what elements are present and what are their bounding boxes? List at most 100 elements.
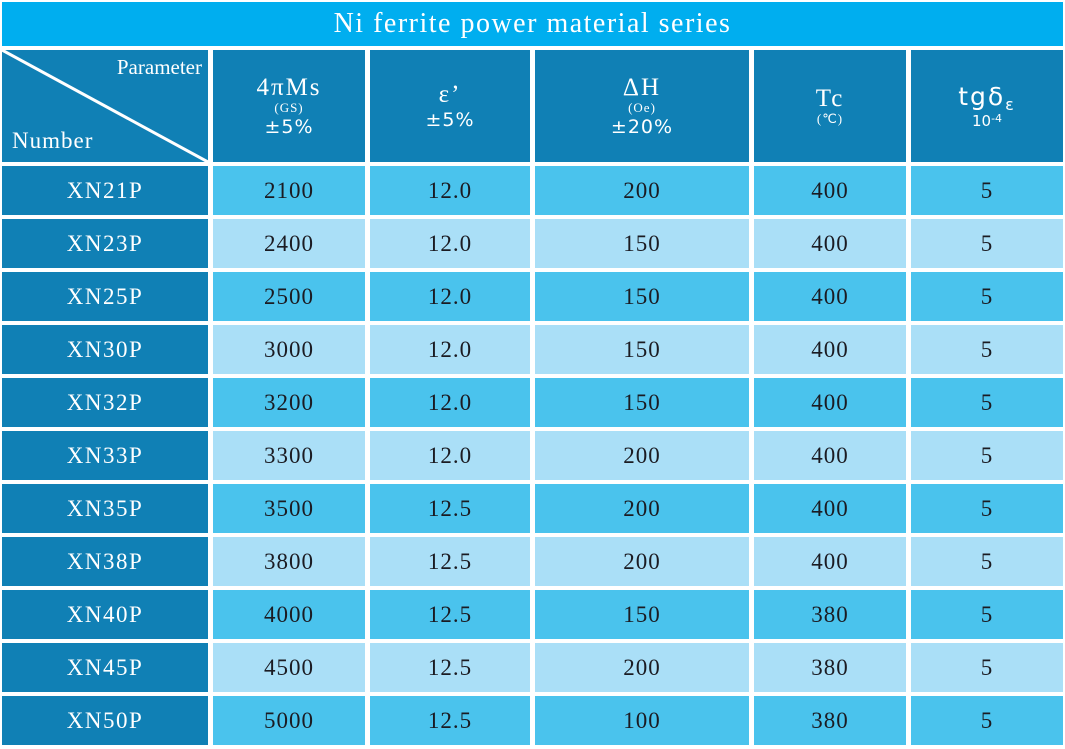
diagonal-divider [2, 50, 208, 162]
value-cell: 380 [754, 696, 906, 745]
header-unit-label: (℃) [816, 111, 844, 127]
table-row: XN33P 3300 12.0 200 400 5 [2, 431, 1063, 480]
header-tolerance-label: ±20% [610, 116, 674, 139]
row-number-cell: XN40P [2, 590, 208, 639]
value-cell: 400 [754, 537, 906, 586]
header-main-label: ε’ [438, 81, 462, 109]
row-number-cell: XN30P [2, 325, 208, 374]
row-number-cell: XN32P [2, 378, 208, 427]
value-cell: 4500 [213, 643, 365, 692]
corner-number-label: Number [12, 128, 94, 153]
table-row: XN32P 3200 12.0 150 400 5 [2, 378, 1063, 427]
value-cell: 2100 [213, 166, 365, 215]
value-cell: 5 [911, 484, 1063, 533]
row-number-cell: XN45P [2, 643, 208, 692]
value-cell: 380 [754, 590, 906, 639]
value-cell: 400 [754, 378, 906, 427]
value-cell: 5 [911, 643, 1063, 692]
column-header-4pims: 4πMs (GS) ±5% [213, 50, 365, 162]
value-cell: 3000 [213, 325, 365, 374]
value-cell: 150 [535, 378, 749, 427]
header-unit-label: (GS) [274, 100, 304, 116]
header-main-label: tgδε [958, 81, 1016, 114]
value-cell: 5 [911, 272, 1063, 321]
table-row: XN25P 2500 12.0 150 400 5 [2, 272, 1063, 321]
value-cell: 5 [911, 378, 1063, 427]
value-cell: 5 [911, 431, 1063, 480]
row-number-cell: XN23P [2, 219, 208, 268]
value-cell: 12.5 [370, 537, 530, 586]
value-cell: 12.5 [370, 643, 530, 692]
table-row: XN30P 3000 12.0 150 400 5 [2, 325, 1063, 374]
value-cell: 12.0 [370, 325, 530, 374]
row-number-cell: XN33P [2, 431, 208, 480]
table-row: XN35P 3500 12.5 200 400 5 [2, 484, 1063, 533]
value-cell: 200 [535, 166, 749, 215]
value-cell: 5 [911, 325, 1063, 374]
value-cell: 400 [754, 431, 906, 480]
value-cell: 5 [911, 219, 1063, 268]
value-cell: 400 [754, 166, 906, 215]
value-cell: 150 [535, 272, 749, 321]
value-cell: 5 [911, 166, 1063, 215]
column-header-delta-h: ΔH (Oe) ±20% [535, 50, 749, 162]
header-unit-label: 10-4 [971, 112, 1003, 131]
value-cell: 2500 [213, 272, 365, 321]
value-cell: 3300 [213, 431, 365, 480]
value-cell: 4000 [213, 590, 365, 639]
table-body: XN21P 2100 12.0 200 400 5 XN23P 2400 12.0 150 400 5… [2, 166, 1063, 745]
value-cell: 12.5 [370, 590, 530, 639]
value-cell: 200 [535, 643, 749, 692]
table-title: Ni ferrite power material series [2, 2, 1063, 46]
value-cell: 12.5 [370, 484, 530, 533]
header-main-label: ΔH [622, 74, 662, 102]
table-row: XN38P 3800 12.5 200 400 5 [2, 537, 1063, 586]
corner-parameter-label: Parameter [116, 55, 202, 79]
header-row: Parameter Number 4πMs (GS) ±5% ε’ ±5% ΔH… [2, 50, 1063, 162]
value-cell: 12.0 [370, 166, 530, 215]
row-number-cell: XN35P [2, 484, 208, 533]
value-cell: 200 [535, 537, 749, 586]
value-cell: 150 [535, 219, 749, 268]
header-main-label: 4πMs [256, 74, 322, 102]
value-cell: 5000 [213, 696, 365, 745]
value-cell: 5 [911, 696, 1063, 745]
header-main-label: Tc [815, 85, 845, 113]
value-cell: 3500 [213, 484, 365, 533]
row-number-cell: XN38P [2, 537, 208, 586]
value-cell: 400 [754, 325, 906, 374]
value-cell: 12.5 [370, 696, 530, 745]
value-cell: 200 [535, 484, 749, 533]
value-cell: 200 [535, 431, 749, 480]
value-cell: 150 [535, 590, 749, 639]
value-cell: 12.0 [370, 272, 530, 321]
table-row: XN21P 2100 12.0 200 400 5 [2, 166, 1063, 215]
header-unit-label: (Oe) [628, 100, 656, 116]
value-cell: 12.0 [370, 378, 530, 427]
value-cell: 5 [911, 537, 1063, 586]
row-number-cell: XN50P [2, 696, 208, 745]
value-cell: 400 [754, 219, 906, 268]
table-row: XN40P 4000 12.5 150 380 5 [2, 590, 1063, 639]
column-header-epsilon: ε’ ±5% [370, 50, 530, 162]
value-cell: 12.0 [370, 219, 530, 268]
value-cell: 400 [754, 272, 906, 321]
row-number-cell: XN21P [2, 166, 208, 215]
table-row: XN45P 4500 12.5 200 380 5 [2, 643, 1063, 692]
value-cell: 5 [911, 590, 1063, 639]
table-row: XN23P 2400 12.0 150 400 5 [2, 219, 1063, 268]
header-tolerance-label: ±5% [425, 109, 475, 132]
row-number-cell: XN25P [2, 272, 208, 321]
value-cell: 400 [754, 484, 906, 533]
value-cell: 2400 [213, 219, 365, 268]
value-cell: 3200 [213, 378, 365, 427]
value-cell: 3800 [213, 537, 365, 586]
header-tolerance-label: ±5% [264, 116, 314, 139]
corner-header-cell: Parameter Number [2, 50, 208, 162]
value-cell: 380 [754, 643, 906, 692]
column-header-tg-delta: tgδε 10-4 [911, 50, 1063, 162]
value-cell: 100 [535, 696, 749, 745]
table-row: XN50P 5000 12.5 100 380 5 [2, 696, 1063, 745]
column-header-tc: Tc (℃) [754, 50, 906, 162]
